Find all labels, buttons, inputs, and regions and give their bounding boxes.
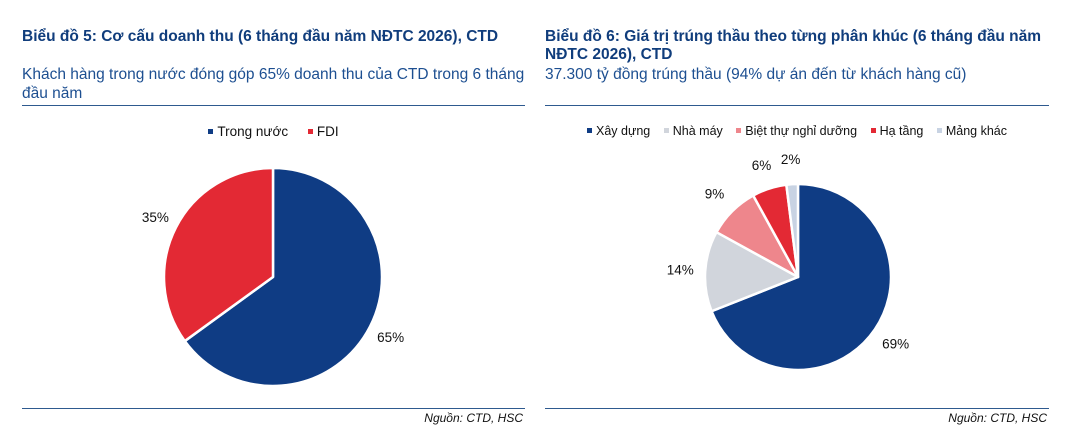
pie-chart: 65% 35%	[142, 166, 404, 388]
chart-panel-6: Biểu đồ 6: Giá trị trúng thầu theo từng …	[545, 0, 1049, 436]
legend-item: FDI	[307, 124, 339, 139]
legend-swatch	[587, 128, 593, 134]
legend-swatch	[736, 128, 742, 134]
chart-title: Biểu đồ 6: Giá trị trúng thầu theo từng …	[545, 28, 1042, 63]
legend-label: Nhà máy	[672, 124, 723, 138]
source-note: Nguồn: CTD, HSC	[948, 411, 1047, 425]
legend-label: FDI	[316, 124, 339, 139]
data-label: 69%	[882, 336, 909, 351]
legend-item: Hạ tầng	[870, 124, 924, 138]
chart-subtitle: Khách hàng trong nước đóng góp 65% doanh…	[22, 66, 525, 102]
data-label: 14%	[667, 263, 694, 278]
legend-item: Nhà máy	[663, 124, 723, 138]
legend: Trong nước FDI	[22, 124, 525, 139]
legend-swatch	[663, 128, 669, 134]
legend-label: Biệt thự nghỉ dưỡng	[745, 124, 858, 138]
pie-slice	[785, 182, 800, 279]
pie-slice	[162, 166, 275, 343]
legend-item: Biệt thự nghỉ dưỡng	[736, 124, 857, 138]
pie-slice	[183, 166, 384, 388]
legend-label: Xây dựng	[596, 124, 651, 138]
pie-slice	[703, 230, 800, 313]
data-label: 6%	[752, 158, 772, 173]
data-label: 65%	[377, 330, 404, 345]
data-label: 9%	[705, 187, 725, 202]
legend-swatch	[208, 128, 214, 134]
source-note: Nguồn: CTD, HSC	[424, 411, 523, 425]
divider	[22, 105, 525, 106]
legend-label: Mảng khác	[945, 124, 1007, 138]
chart-title: Biểu đồ 5: Cơ cấu doanh thu (6 tháng đầu…	[22, 28, 499, 45]
legend-swatch	[936, 128, 942, 134]
legend-item: Xây dựng	[587, 124, 650, 138]
legend-item: Trong nước	[208, 124, 288, 139]
data-label: 35%	[142, 210, 169, 225]
divider	[545, 408, 1049, 409]
chart-subtitle: 37.300 tỷ đồng trúng thầu (94% dự án đến…	[545, 66, 967, 83]
chart-panel-5: Biểu đồ 5: Cơ cấu doanh thu (6 tháng đầu…	[22, 0, 525, 436]
legend: Xây dựng Nhà máy Biệt thự nghỉ dưỡng Hạ …	[545, 124, 1049, 138]
divider	[545, 105, 1049, 106]
data-label: 2%	[781, 152, 801, 167]
pie-chart: 69% 14% 9% 6% 2%	[667, 152, 909, 372]
legend-swatch	[870, 128, 876, 134]
legend-label: Trong nước	[217, 124, 289, 139]
legend-swatch	[307, 128, 313, 134]
pie-slice	[710, 182, 893, 372]
legend-label: Hạ tầng	[879, 124, 924, 138]
legend-item: Mảng khác	[936, 124, 1007, 138]
divider	[22, 408, 525, 409]
